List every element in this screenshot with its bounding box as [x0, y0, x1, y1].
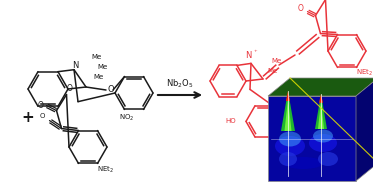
Text: Me: Me: [272, 58, 282, 64]
Polygon shape: [286, 91, 290, 101]
Text: Me: Me: [91, 54, 101, 60]
Text: Me: Me: [97, 64, 107, 70]
Text: NO$_2$: NO$_2$: [119, 112, 134, 122]
Polygon shape: [281, 91, 295, 131]
Ellipse shape: [279, 132, 301, 146]
Polygon shape: [285, 99, 292, 131]
Text: Me: Me: [93, 74, 103, 80]
Ellipse shape: [318, 152, 338, 166]
Text: N: N: [245, 51, 251, 60]
Polygon shape: [356, 78, 373, 181]
Text: O: O: [108, 84, 114, 94]
Ellipse shape: [275, 136, 305, 156]
Text: NEt$_2$: NEt$_2$: [356, 67, 373, 77]
Ellipse shape: [283, 157, 323, 169]
Ellipse shape: [309, 134, 337, 152]
Polygon shape: [268, 96, 356, 181]
Ellipse shape: [279, 152, 297, 166]
Text: +: +: [22, 109, 34, 125]
Text: HO: HO: [225, 119, 236, 124]
Polygon shape: [315, 94, 327, 129]
Polygon shape: [318, 101, 324, 129]
Text: O: O: [38, 101, 43, 110]
Text: O: O: [66, 84, 72, 93]
Text: NO$_2$: NO$_2$: [292, 111, 307, 122]
Text: Me: Me: [268, 68, 278, 74]
Text: O: O: [298, 4, 304, 13]
Text: $^+$: $^+$: [253, 49, 259, 54]
Text: Nb$_2$O$_5$: Nb$_2$O$_5$: [166, 78, 194, 90]
Text: N: N: [72, 61, 78, 70]
Text: O: O: [40, 112, 45, 119]
Polygon shape: [319, 94, 323, 103]
Text: NEt$_2$: NEt$_2$: [97, 164, 114, 175]
Ellipse shape: [313, 129, 333, 143]
Polygon shape: [268, 78, 373, 96]
